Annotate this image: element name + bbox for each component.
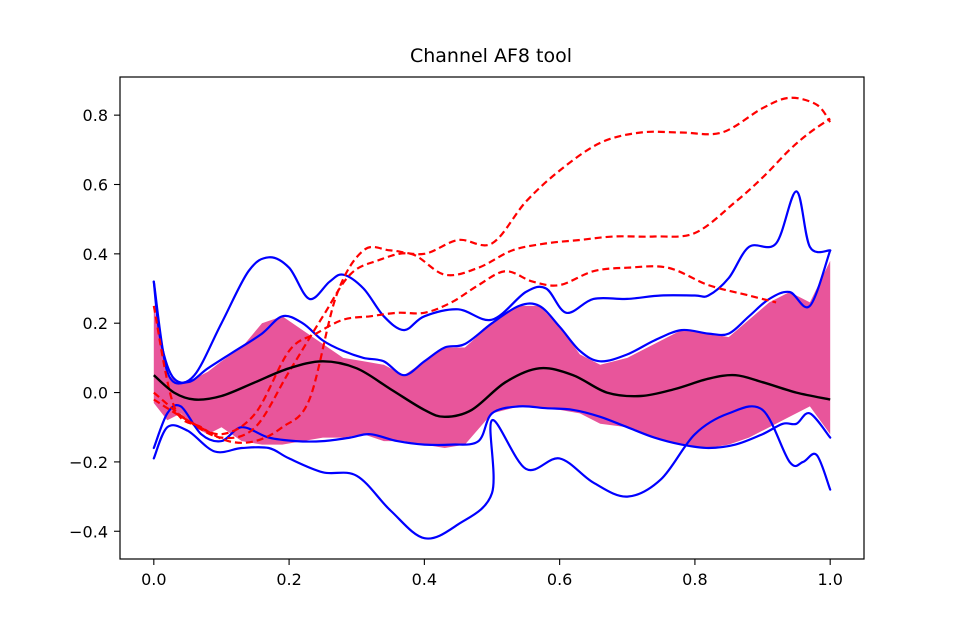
blue-series-line-2 — [152, 249, 832, 385]
y-tick-label: 0.6 — [83, 175, 108, 194]
dashed-red-series-line-6 — [153, 117, 831, 440]
x-tick-label: 0.8 — [682, 570, 707, 589]
y-tick-label: 0.8 — [83, 106, 108, 125]
dashed-red-series-line-7 — [153, 265, 777, 436]
chart-title: Channel AF8 tool — [410, 45, 572, 67]
mean-line — [153, 360, 831, 419]
y-tick-label: 0.0 — [83, 384, 108, 403]
plot-area — [152, 96, 832, 540]
y-tick-label: 0.4 — [83, 245, 108, 264]
axes-frame — [119, 76, 865, 560]
y-axis: −0.4 −0.2 0.0 0.2 0.4 0.6 0.8 — [69, 106, 120, 541]
x-tick-label: 0.6 — [547, 570, 572, 589]
y-tick-label: 0.2 — [83, 314, 108, 333]
x-tick-label: 0.4 — [412, 570, 437, 589]
dashed-red-series-line-5 — [152, 96, 832, 444]
x-tick-label: 1.0 — [817, 570, 842, 589]
blue-series-line-1 — [152, 190, 832, 384]
blue-series-line-3 — [152, 403, 832, 450]
x-tick-label: 0.2 — [276, 570, 301, 589]
x-tick-label: 0.0 — [141, 570, 166, 589]
blue-series-line-4 — [152, 405, 832, 540]
y-tick-label: −0.4 — [69, 522, 108, 541]
confidence-band — [153, 260, 831, 448]
x-axis: 0.0 0.2 0.4 0.6 0.8 1.0 — [141, 559, 843, 589]
y-tick-label: −0.2 — [69, 453, 108, 472]
